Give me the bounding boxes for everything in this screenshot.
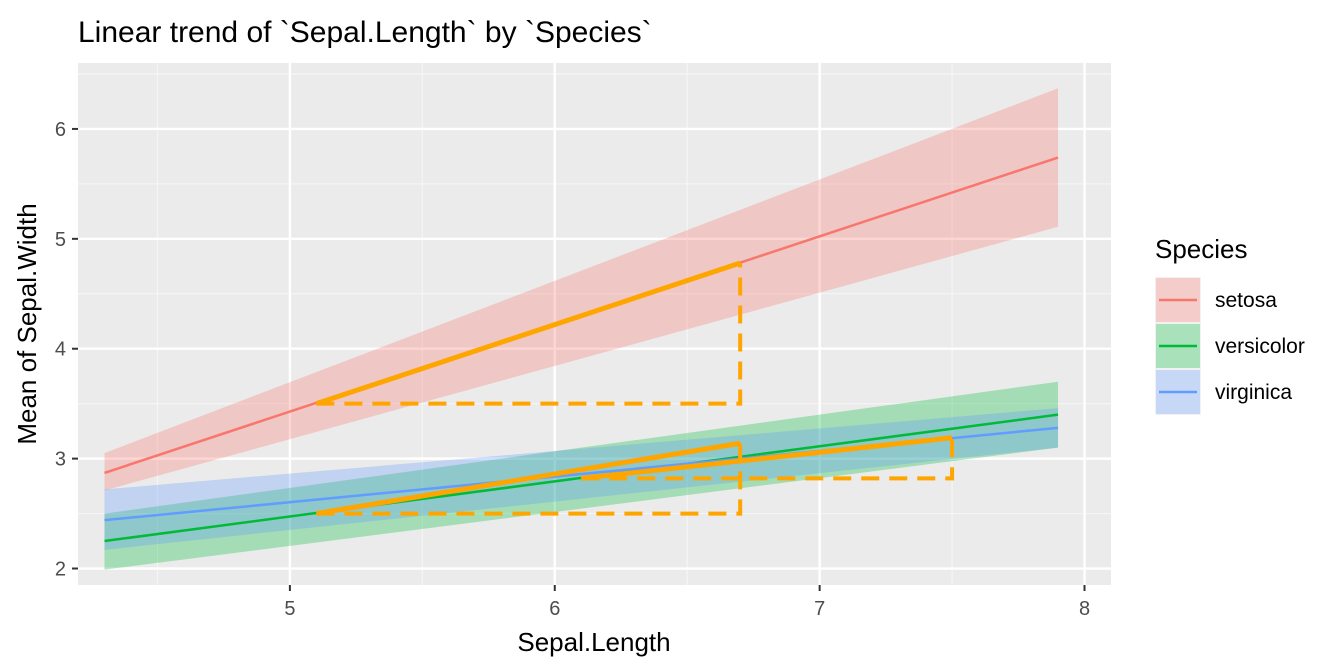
- x-tick-label: 6: [549, 598, 560, 620]
- legend-label-versicolor: versicolor: [1215, 335, 1305, 358]
- legend-label-virginica: virginica: [1215, 381, 1292, 404]
- y-tick-label: 2: [55, 559, 66, 581]
- x-axis-ticks: 5 6 7 8: [284, 585, 1090, 620]
- highlight-segment-3: [580, 435, 953, 481]
- plot-panel: [78, 63, 1111, 585]
- y-tick-label: 6: [55, 119, 66, 141]
- y-axis-ticks: 2 3 4 5 6: [55, 119, 78, 581]
- y-tick-label: 3: [55, 449, 66, 471]
- dashed-guide-3: [581, 437, 955, 481]
- ribbon-setosa: [104, 88, 1059, 491]
- x-tick-label: 5: [284, 598, 295, 620]
- x-axis-title: Sepal.Length: [517, 627, 670, 657]
- highlight-segment-1: [315, 260, 741, 407]
- legend-label-setosa: setosa: [1215, 289, 1277, 312]
- chart-title: Linear trend of `Sepal.Length` by `Speci…: [78, 16, 652, 49]
- dashed-guide-2: [316, 443, 743, 516]
- x-tick-label: 8: [1079, 598, 1090, 620]
- highlight-segment-2: [315, 440, 741, 517]
- y-tick-label: 4: [55, 339, 66, 361]
- ribbon-versicolor: [104, 381, 1059, 570]
- legend: Species setosa versicolor virginica: [1155, 234, 1305, 415]
- x-tick-label: 7: [814, 598, 825, 620]
- y-axis-title: Mean of Sepal.Width: [12, 203, 42, 444]
- legend-title: Species: [1155, 234, 1248, 264]
- y-tick-label: 5: [55, 229, 66, 251]
- minor-gridlines: [78, 63, 1111, 585]
- dashed-guide-1: [316, 263, 743, 406]
- highlight-annotations: [315, 260, 955, 517]
